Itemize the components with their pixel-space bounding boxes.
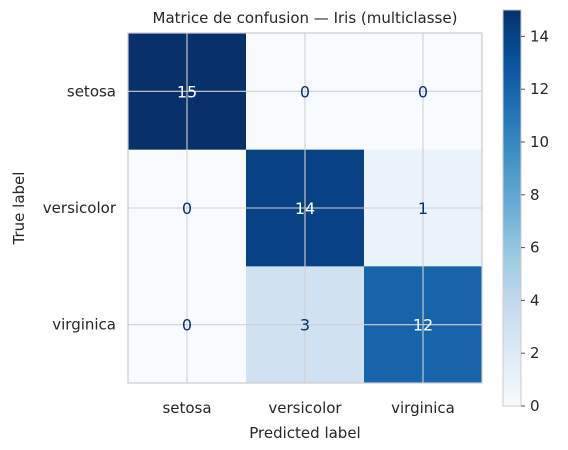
x-tick-label: virginica	[391, 399, 455, 417]
x-tick-labels: setosa versicolor virginica	[162, 399, 454, 417]
x-tick-label: setosa	[162, 399, 211, 417]
y-tick-label: versicolor	[43, 199, 117, 217]
colorbar-tick-label: 14	[530, 27, 549, 45]
cell-value-label: 1	[418, 199, 428, 218]
cell-value-label: 0	[418, 82, 428, 101]
cell-value-label: 0	[182, 199, 192, 218]
y-axis-label: True label	[10, 172, 28, 246]
y-tick-label: setosa	[67, 82, 116, 100]
x-tick-label: versicolor	[268, 399, 342, 417]
colorbar	[502, 9, 522, 407]
colorbar-tick-label: 10	[530, 133, 549, 151]
cell-value-label: 0	[300, 82, 310, 101]
colorbar-tick-label: 6	[530, 239, 540, 257]
cell-value-label: 12	[413, 316, 433, 335]
chart-title: Matrice de confusion — Iris (multiclasse…	[153, 9, 458, 27]
cell-value-label: 3	[300, 316, 310, 335]
y-tick-labels: setosa versicolor virginica	[43, 82, 117, 333]
cell-value-labels: 15 0 0 0 14 1 0 3 12	[177, 82, 433, 334]
gridlines	[128, 33, 482, 383]
colorbar-tick-label: 8	[530, 186, 540, 204]
cell-value-label: 14	[295, 199, 315, 218]
colorbar-tick-label: 4	[530, 291, 540, 309]
plot-frame	[127, 32, 483, 384]
colorbar-tick-labels: 0 2 4 6 8 10 12 14	[521, 27, 549, 415]
colorbar-tick-label: 2	[530, 344, 540, 362]
colorbar-tick-label: 12	[530, 80, 549, 98]
y-tick-label: virginica	[52, 316, 116, 334]
x-axis-label: Predicted label	[249, 424, 360, 442]
colorbar-tick-label: 0	[530, 397, 540, 415]
cell-value-label: 15	[177, 82, 197, 101]
cell-value-label: 0	[182, 316, 192, 335]
